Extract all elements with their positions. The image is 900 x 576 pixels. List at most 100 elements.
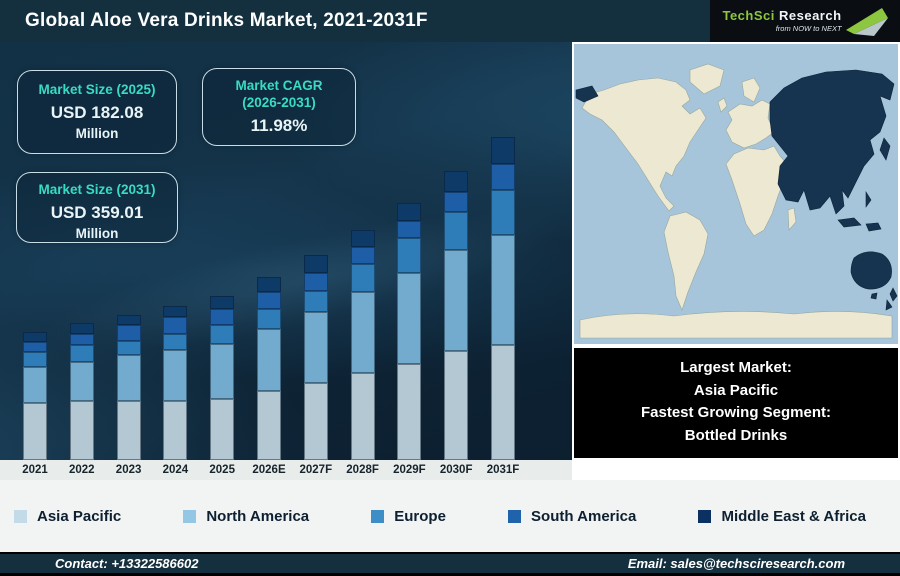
legend-label: Middle East & Africa (721, 507, 866, 525)
x-axis-label: 2031F (486, 464, 520, 476)
segment-middle-east-africa (397, 203, 422, 221)
bar-stack (69, 323, 94, 460)
legend-swatch (508, 509, 522, 523)
logo-arrow-icon (845, 8, 888, 36)
main-content: 2021 2022 2023 2024 2025 2026E 2027F 2028F 2029F… (0, 42, 900, 480)
bar-stack (23, 332, 47, 460)
world-map-svg (574, 44, 898, 344)
segment-south-america (69, 334, 94, 345)
x-axis-label: 2029F (393, 464, 426, 476)
segment-middle-east-africa (491, 137, 515, 164)
segment-europe (69, 345, 94, 362)
legend-item-north-america: North America (183, 508, 309, 525)
legend-strip: Asia Pacific North America Europe South Ame… (0, 480, 900, 552)
segment-south-america (491, 164, 515, 190)
stat-label: (2026-2031) (242, 94, 316, 110)
segment-south-america (23, 342, 47, 352)
segment-asia-pacific (210, 399, 235, 460)
logo-text: TechSci Research from NOW to NEXT (722, 9, 841, 33)
segment-middle-east-africa (210, 296, 235, 309)
segment-north-america (491, 235, 515, 345)
x-axis-label: 2021 (22, 464, 48, 476)
bar-stack (116, 315, 141, 460)
segment-europe (303, 291, 328, 312)
segment-north-america (444, 250, 469, 351)
bar-2027F: 2027F (292, 255, 339, 480)
largest-market-value: Asia Pacific (693, 381, 779, 399)
legend-swatch (14, 509, 27, 523)
segment-north-america (23, 367, 47, 403)
segment-south-america (210, 309, 235, 325)
segment-europe (163, 334, 188, 350)
stat-box-market-size-2031: Market Size (2031) USD 359.01 Million (16, 172, 178, 243)
segment-asia-pacific (23, 403, 47, 460)
asia-pacific-region-highlight (575, 69, 898, 311)
legend-swatch (698, 509, 712, 523)
bar-2026E: 2026E (246, 277, 293, 480)
segment-north-america (303, 312, 328, 383)
legend-item-south-america: South America (508, 508, 636, 525)
legend-label: South America (531, 507, 637, 525)
stat-box-market-size-2025: Market Size (2025) USD 182.08 Million (17, 70, 177, 154)
x-axis-label: 2022 (69, 464, 95, 476)
stat-unit: Million (75, 225, 119, 241)
segment-asia-pacific (444, 351, 469, 460)
stat-label: Market Size (2031) (38, 182, 156, 197)
segment-south-america (257, 292, 281, 309)
logo-brand: TechSci Research (722, 9, 841, 22)
stat-unit: Million (75, 125, 119, 141)
bar-stack (444, 171, 469, 460)
segment-asia-pacific (491, 345, 515, 460)
segment-south-america (163, 317, 188, 334)
legend-label: Europe (394, 507, 446, 525)
legend-item-middle-east-africa: Middle East & Africa (698, 507, 866, 525)
stat-label: Market Size (2025) (38, 82, 156, 97)
fastest-segment-value: Bottled Drinks (684, 426, 788, 444)
segment-south-america (350, 247, 375, 264)
segment-europe (210, 325, 235, 344)
segment-europe (444, 212, 469, 250)
segment-south-america (397, 221, 422, 238)
page-title: Global Aloe Vera Drinks Market, 2021-203… (25, 10, 428, 31)
bar-2031F: 2031F (480, 137, 527, 480)
legend-item-asia-pacific: Asia Pacific (14, 508, 121, 525)
stat-value: USD 359.01 (50, 202, 144, 222)
stat-label: Market CAGR (235, 78, 323, 93)
legend-item-europe: Europe (371, 508, 446, 525)
segment-north-america (69, 362, 94, 401)
segment-north-america (397, 273, 422, 364)
x-axis-label: 2024 (162, 464, 189, 476)
bar-2028F: 2028F (339, 230, 386, 480)
legend-swatch (183, 509, 197, 523)
segment-middle-east-africa (444, 171, 469, 192)
bar-stack (210, 296, 235, 460)
segment-south-america (303, 273, 328, 291)
segment-asia-pacific (257, 391, 281, 460)
bar-2024: 2024 (152, 306, 199, 480)
bar-2025: 2025 (199, 296, 246, 480)
segment-europe (257, 309, 281, 329)
legend-swatch (371, 509, 385, 523)
x-axis-label: 2023 (115, 464, 142, 476)
stat-box-market-cagr: Market CAGR (2026-2031) 11.98% (202, 68, 356, 146)
segment-north-america (116, 355, 141, 401)
stacked-bar-chart: 2021 2022 2023 2024 2025 2026E 2027F 2028F 2029F… (0, 42, 572, 480)
segment-asia-pacific (116, 401, 141, 460)
segment-europe (350, 264, 375, 292)
segment-north-america (163, 350, 188, 401)
segment-asia-pacific (397, 364, 422, 460)
legend-label: North America (206, 507, 310, 525)
stat-value: 11.98% (250, 115, 308, 135)
x-axis-label: 2028F (346, 464, 379, 476)
bar-2022: 2022 (58, 323, 105, 480)
bar-2029F: 2029F (386, 203, 433, 480)
segment-asia-pacific (350, 373, 375, 460)
market-highlights-box: Largest Market: Asia Pacific Fastest Gro… (574, 348, 898, 458)
segment-middle-east-africa (303, 255, 328, 273)
segment-north-america (210, 344, 235, 399)
contact-email: Email: sales@techsciresearch.com (627, 556, 845, 571)
x-axis-strip (0, 460, 572, 480)
segment-middle-east-africa (163, 306, 188, 317)
header-bar: Global Aloe Vera Drinks Market, 2021-203… (0, 0, 900, 42)
techsci-logo: TechSci Research from NOW to NEXT (710, 0, 900, 42)
